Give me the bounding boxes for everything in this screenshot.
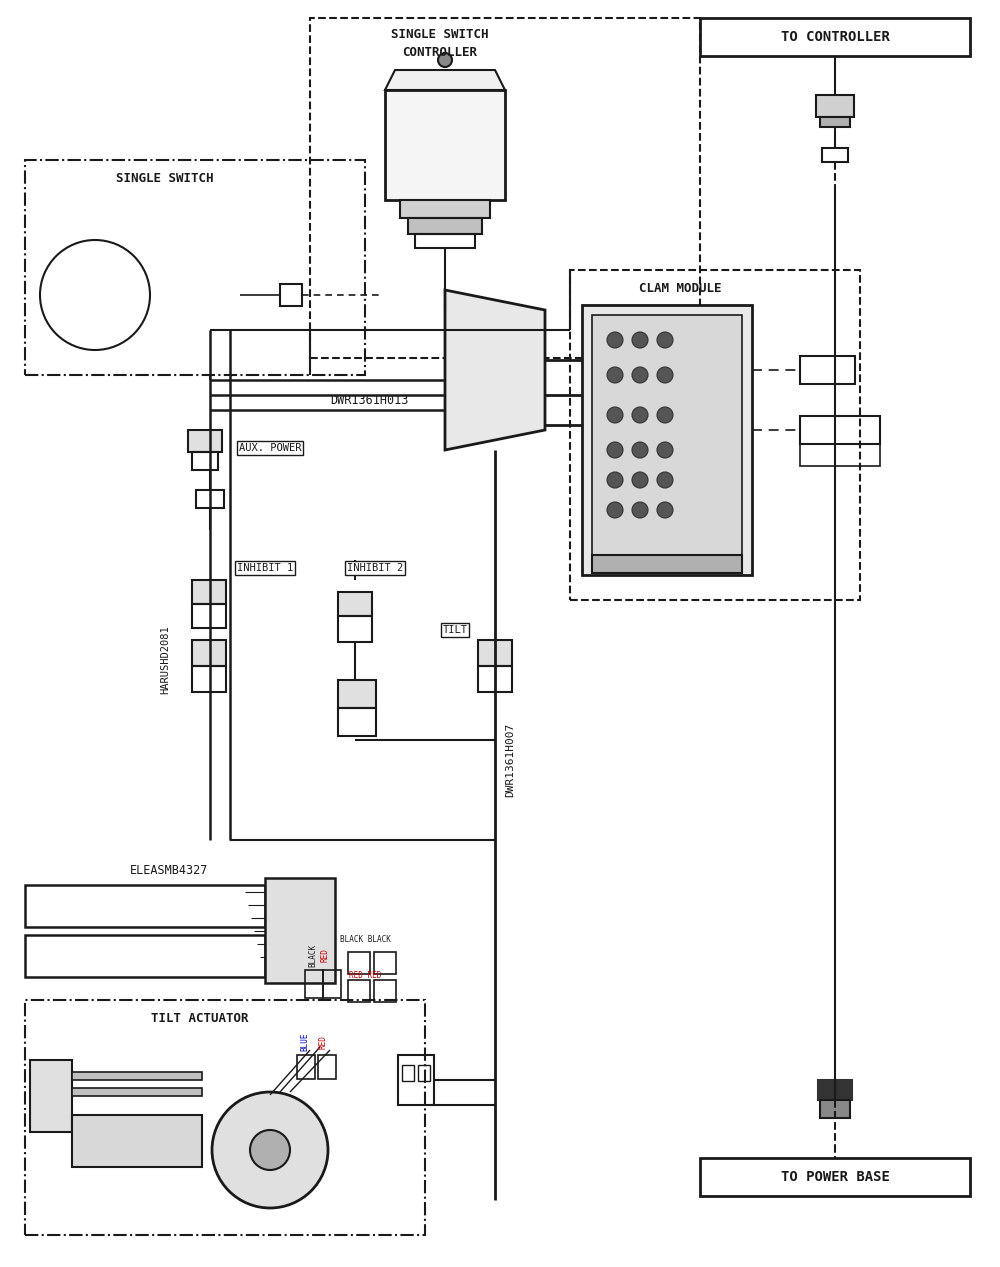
Text: SINGLE SWITCH: SINGLE SWITCH <box>391 28 489 42</box>
Text: SINGLE SWITCH: SINGLE SWITCH <box>116 171 214 185</box>
Text: INHIBIT 1: INHIBIT 1 <box>237 563 293 573</box>
Circle shape <box>632 407 648 423</box>
Circle shape <box>632 502 648 518</box>
Bar <box>800 416 880 443</box>
Circle shape <box>657 407 673 423</box>
Circle shape <box>632 442 648 457</box>
Circle shape <box>657 332 673 348</box>
Circle shape <box>632 473 648 488</box>
Text: BLUE: BLUE <box>300 1033 310 1052</box>
Circle shape <box>250 1130 290 1169</box>
Bar <box>700 18 970 56</box>
Circle shape <box>657 367 673 383</box>
Bar <box>265 878 335 983</box>
Bar <box>820 1100 850 1117</box>
Bar <box>192 666 226 692</box>
Bar <box>338 708 376 736</box>
Text: TO CONTROLLER: TO CONTROLLER <box>781 30 889 44</box>
Bar <box>318 1055 336 1079</box>
Polygon shape <box>385 70 505 90</box>
Circle shape <box>657 442 673 457</box>
Circle shape <box>607 442 623 457</box>
Bar <box>800 356 855 384</box>
Text: RED: RED <box>320 948 330 962</box>
Circle shape <box>657 473 673 488</box>
Bar <box>582 305 752 575</box>
Bar <box>297 1055 315 1079</box>
Bar <box>196 490 224 508</box>
Bar <box>478 666 512 692</box>
Bar <box>820 117 850 127</box>
Circle shape <box>438 53 452 67</box>
Bar <box>280 284 302 307</box>
Bar <box>30 1060 72 1131</box>
Bar <box>338 680 376 708</box>
Bar <box>25 886 265 927</box>
Bar <box>305 971 323 998</box>
Bar <box>310 18 700 359</box>
Text: TO POWER BASE: TO POWER BASE <box>781 1169 889 1183</box>
Text: BLACK: BLACK <box>308 944 318 967</box>
Bar <box>700 1158 970 1196</box>
Text: CLAM MODULE: CLAM MODULE <box>639 281 721 294</box>
Text: TILT: TILT <box>442 625 468 635</box>
Bar <box>72 1088 202 1096</box>
Polygon shape <box>445 290 545 450</box>
Text: AUX. POWER: AUX. POWER <box>239 443 301 454</box>
Bar <box>592 555 742 573</box>
Bar <box>192 604 226 628</box>
Bar <box>415 234 475 248</box>
Bar <box>374 979 396 1002</box>
Bar <box>418 1066 430 1081</box>
Text: BLACK BLACK: BLACK BLACK <box>340 935 390 944</box>
Bar <box>72 1115 202 1167</box>
Text: ELEASMB4327: ELEASMB4327 <box>130 864 208 877</box>
Bar <box>323 971 341 998</box>
Circle shape <box>607 473 623 488</box>
Bar <box>188 430 222 452</box>
Bar <box>338 592 372 616</box>
Bar <box>400 200 490 218</box>
Bar <box>25 160 365 375</box>
Bar <box>822 148 848 162</box>
Bar <box>192 452 218 470</box>
Bar <box>348 952 370 974</box>
Bar <box>385 90 505 200</box>
Bar <box>570 270 860 601</box>
Bar <box>408 218 482 234</box>
Text: INHIBIT 2: INHIBIT 2 <box>347 563 403 573</box>
Bar <box>800 443 880 466</box>
Text: RED RED: RED RED <box>349 971 381 979</box>
Circle shape <box>607 407 623 423</box>
Circle shape <box>607 502 623 518</box>
Circle shape <box>632 332 648 348</box>
Circle shape <box>607 367 623 383</box>
Text: RED: RED <box>318 1035 328 1049</box>
Bar <box>398 1055 434 1105</box>
Bar <box>402 1066 414 1081</box>
Bar <box>192 640 226 666</box>
Bar <box>192 580 226 604</box>
Circle shape <box>607 332 623 348</box>
Bar <box>818 1079 852 1100</box>
Bar <box>592 315 742 555</box>
Text: HARUSHD2081: HARUSHD2081 <box>160 626 170 694</box>
Text: DWR1361H007: DWR1361H007 <box>505 723 515 797</box>
Text: CONTROLLER: CONTROLLER <box>402 46 478 58</box>
Bar <box>338 616 372 642</box>
Bar <box>348 979 370 1002</box>
Bar <box>72 1072 202 1079</box>
Circle shape <box>212 1092 328 1207</box>
Bar <box>478 640 512 666</box>
Bar <box>374 952 396 974</box>
Bar <box>25 935 265 977</box>
Bar <box>25 1000 425 1235</box>
Text: TILT ACTUATOR: TILT ACTUATOR <box>151 1011 249 1025</box>
Circle shape <box>657 502 673 518</box>
Text: DWR1361H013: DWR1361H013 <box>330 394 408 407</box>
Circle shape <box>632 367 648 383</box>
Bar <box>816 95 854 117</box>
